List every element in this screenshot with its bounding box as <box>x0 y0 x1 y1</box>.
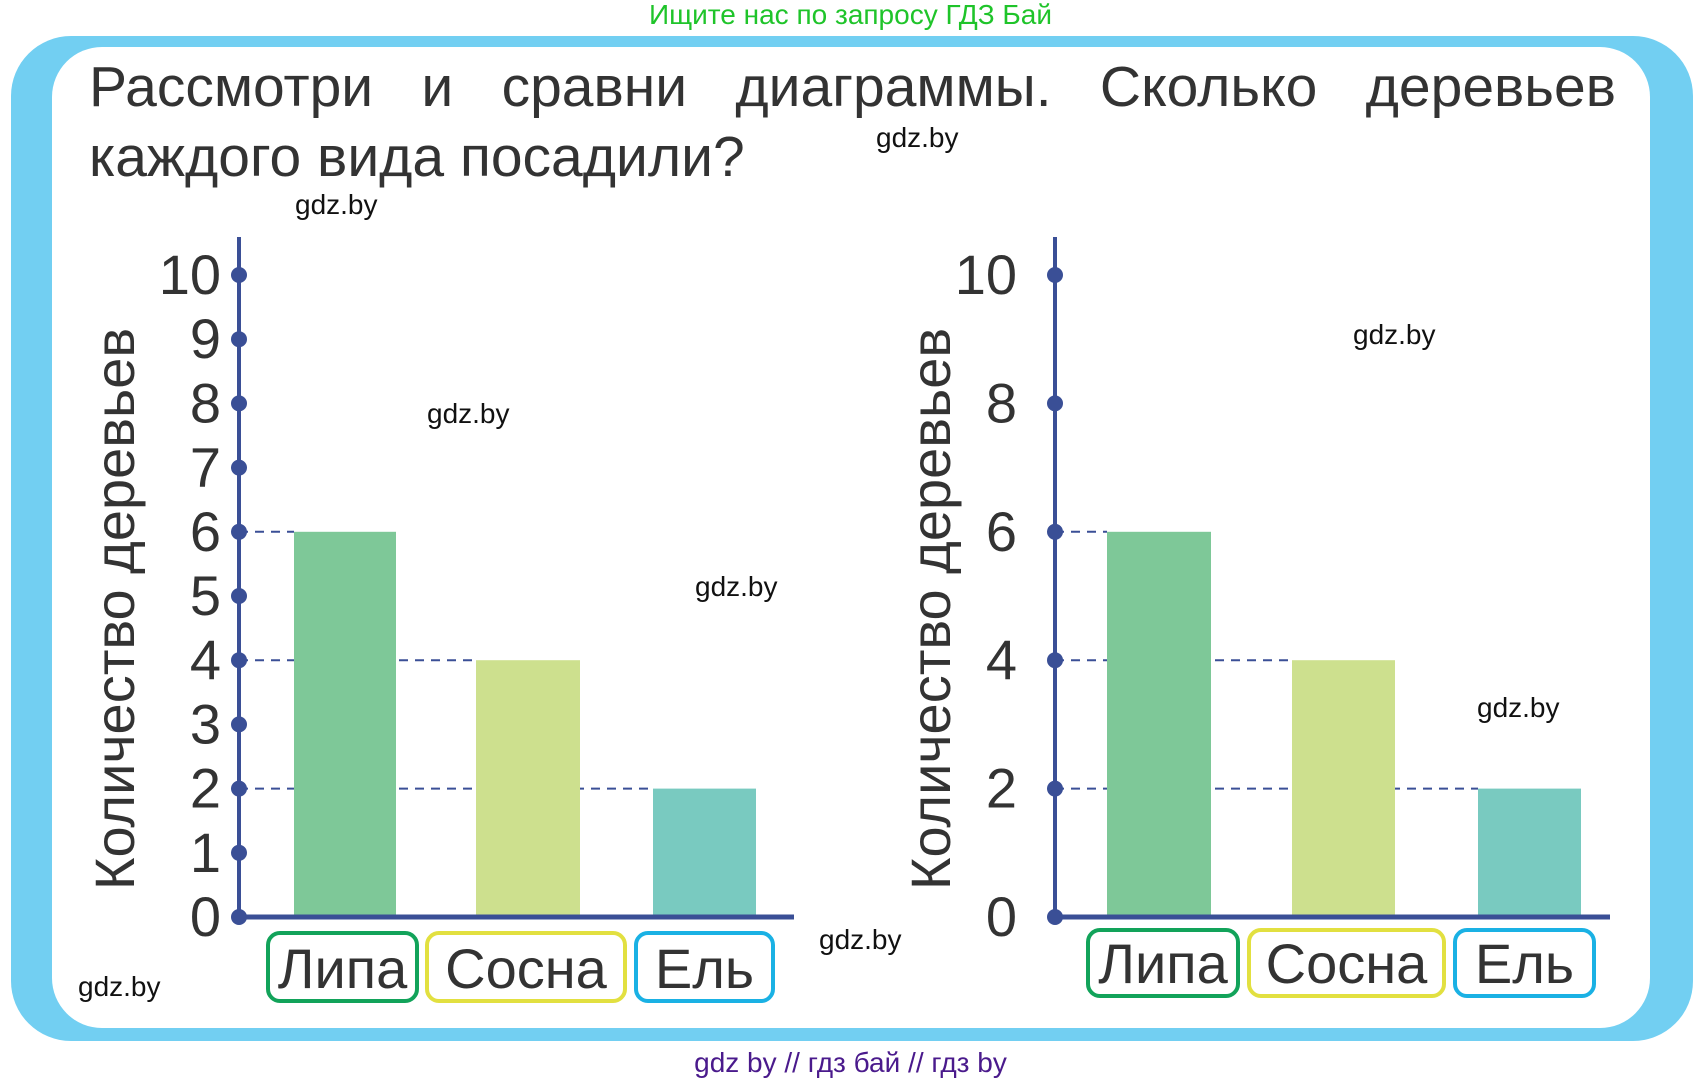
tick-dot-8 <box>1047 395 1063 412</box>
category-box-Сосна <box>425 931 627 1003</box>
tick-dot-8 <box>231 395 247 412</box>
category-box-Липа <box>1086 928 1240 998</box>
y-axis-label: Количество деревьев <box>83 328 146 890</box>
watermark: gdz.by <box>876 122 959 153</box>
tick-dot-0 <box>231 909 247 925</box>
bar-Ель <box>653 788 756 917</box>
category-label-Сосна: Сосна <box>1266 932 1429 995</box>
tick-dot-2 <box>1047 780 1063 797</box>
tick-label-0: 0 <box>190 885 221 948</box>
tick-dot-4 <box>231 652 247 669</box>
watermark: gdz.by <box>78 971 161 1002</box>
tick-label-8: 8 <box>190 371 221 434</box>
category-box-Ель <box>634 931 775 1003</box>
category-box-Липа <box>266 931 419 1003</box>
tick-label-10: 10 <box>159 243 221 306</box>
bar-Липа <box>1107 531 1211 917</box>
category-box-Сосна <box>1247 928 1446 998</box>
tick-label-7: 7 <box>190 436 221 499</box>
tick-label-5: 5 <box>190 564 221 627</box>
tick-dot-1 <box>231 844 247 861</box>
watermark: gdz.by <box>295 189 378 220</box>
tick-label-8: 8 <box>986 371 1017 434</box>
tick-label-10: 10 <box>955 243 1017 306</box>
tick-label-6: 6 <box>190 500 221 563</box>
task-question-line-2: каждого вида посадили? <box>89 125 745 189</box>
tick-dot-0 <box>1047 909 1063 925</box>
category-box-Ель <box>1453 928 1596 998</box>
category-label-Липа: Липа <box>1098 932 1228 995</box>
task-question-line-1: Рассмотри и сравни диаграммы. Сколько де… <box>89 55 1616 119</box>
tick-label-4: 4 <box>190 628 221 691</box>
bar-Ель <box>1478 788 1581 917</box>
tick-dot-2 <box>231 780 247 797</box>
tick-label-2: 2 <box>190 757 221 820</box>
bar-Липа <box>294 531 396 917</box>
tick-label-9: 9 <box>190 307 221 370</box>
category-label-Ель: Ель <box>655 937 754 1000</box>
category-label-Липа: Липа <box>278 937 408 1000</box>
tick-dot-3 <box>231 716 247 733</box>
bar-Сосна <box>476 660 580 917</box>
tick-label-1: 1 <box>190 821 221 884</box>
tick-dot-4 <box>1047 652 1063 669</box>
tick-label-6: 6 <box>986 500 1017 563</box>
tick-dot-10 <box>231 267 247 283</box>
bar-Сосна <box>1292 660 1395 917</box>
tick-dot-5 <box>231 588 247 604</box>
category-label-Сосна: Сосна <box>445 937 608 1000</box>
y-axis-label: Количество деревьев <box>899 328 962 890</box>
watermark: gdz.by <box>1477 692 1560 723</box>
tick-label-2: 2 <box>986 757 1017 820</box>
watermark: gdz.by <box>427 398 510 429</box>
tick-dot-6 <box>231 523 247 540</box>
tick-label-0: 0 <box>986 885 1017 948</box>
task-question: Рассмотри и сравни диаграммы. Сколько де… <box>89 52 1616 192</box>
tick-label-3: 3 <box>190 692 221 755</box>
tick-dot-6 <box>1047 523 1063 540</box>
tick-label-4: 4 <box>986 628 1017 691</box>
tick-dot-10 <box>1047 267 1063 283</box>
search-hint: Ищите нас по запросу ГДЗ Бай <box>648 0 1053 30</box>
watermark: gdz.by <box>819 924 902 955</box>
watermark: gdz.by <box>695 571 778 602</box>
tick-dot-7 <box>231 459 247 476</box>
footer-note: gdz by // гдз бай // гдз by <box>694 1047 1007 1078</box>
category-label-Ель: Ель <box>1475 932 1574 995</box>
tick-dot-9 <box>231 331 247 348</box>
watermark: gdz.by <box>1353 319 1436 350</box>
